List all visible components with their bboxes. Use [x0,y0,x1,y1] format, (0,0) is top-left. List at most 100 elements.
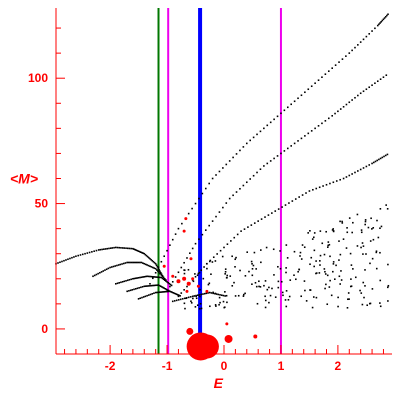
data-point [136,261,138,264]
data-point [364,220,367,223]
data-point [130,278,132,281]
data-point [142,296,145,298]
data-point [374,160,377,163]
data-point [141,286,144,288]
data-point [149,293,152,296]
data-point [150,284,153,287]
data-point [159,272,162,275]
data-point [231,255,233,258]
data-point [97,272,99,275]
data-point [285,267,287,269]
data-point [365,253,367,255]
data-point [195,295,197,298]
data-point [332,270,334,273]
data-point [233,281,235,284]
data-point [184,307,186,310]
data-point [327,241,330,243]
data-point [300,258,303,260]
y-tick-label: 50 [35,197,49,211]
data-point [269,160,272,162]
data-point [128,247,131,250]
data-point [326,274,329,277]
data-point [191,207,193,210]
data-point [304,91,306,94]
data-point [212,292,214,295]
data-point [224,268,227,270]
data-point [327,70,330,72]
data-point [248,270,250,273]
data-point [326,303,329,306]
data-point [354,276,357,279]
data-point [183,289,185,291]
data-point [142,252,144,255]
data-point [166,289,169,291]
data-point [129,261,131,264]
data-point [319,254,322,257]
data-point [160,260,163,263]
data-point [253,251,256,254]
data-point [321,122,323,125]
data-point [218,303,220,306]
data-point [147,264,150,267]
data-point [250,260,253,263]
data-point [313,265,315,268]
data-point [117,264,120,266]
data-point [222,294,225,297]
data-point [368,33,371,35]
data-point [354,46,356,49]
data-point [71,256,73,259]
data-point [197,294,199,297]
data-point [255,285,258,288]
data-point [165,280,167,282]
data-point [59,261,61,264]
data-point [273,274,275,276]
data-point [183,261,185,264]
data-point [226,243,229,245]
data-point [361,242,364,244]
data-point [274,210,277,212]
data-point [109,247,112,249]
data-point [141,251,143,254]
data-point [324,287,326,290]
data-point [339,253,342,256]
data-point [337,305,339,308]
data-point [264,216,266,218]
data-point [222,300,225,303]
data-point [339,220,341,223]
data-point [209,305,211,308]
data-point [341,222,344,224]
data-point [349,285,352,288]
data-point [153,267,156,269]
data-point [88,251,91,254]
data-point [138,250,141,253]
data-point [164,288,167,290]
data-point [201,192,204,195]
data-point [268,301,270,304]
data-point [376,24,379,27]
data-point [235,256,237,259]
data-point [154,291,157,294]
data-point [230,240,232,242]
data-point [286,257,289,259]
data-point [171,300,174,303]
red-data-series [162,217,258,361]
data-point [164,290,167,293]
data-point [158,284,161,287]
data-point [324,273,327,275]
data-point [190,300,192,303]
data-point [214,260,217,262]
data-point [134,277,137,280]
data-point [234,295,237,297]
data-point [379,251,381,254]
data-point [354,171,356,174]
data-point [106,247,109,250]
data-point [256,302,259,305]
data-point [136,277,138,279]
data-point [368,302,371,305]
data-point [169,283,172,286]
data-point [379,279,382,282]
data-point [332,230,335,232]
data-point [381,19,384,22]
data-point [246,251,249,253]
data-point [299,255,301,257]
